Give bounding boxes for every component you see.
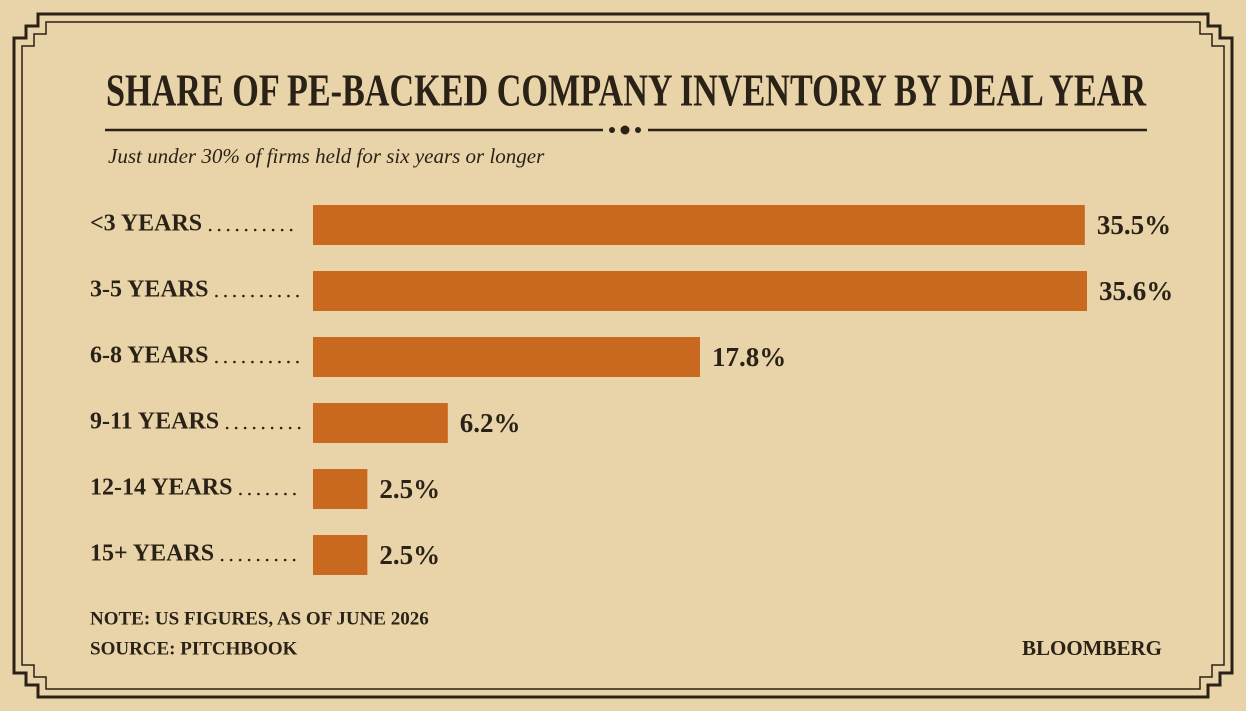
leader-dot: [266, 492, 269, 496]
category-label: 15+ YEARS: [90, 541, 214, 567]
title-rule: [105, 125, 1147, 135]
leader-dot: [215, 294, 218, 298]
value-label: 2.5%: [379, 474, 440, 504]
leader-dot: [270, 426, 274, 430]
category-label: 9-11 YEARS: [90, 409, 219, 435]
leader-dot: [229, 558, 233, 562]
leader-dot: [242, 360, 245, 364]
leader-dot: [260, 294, 263, 298]
bar: [313, 535, 368, 575]
value-label: 6.2%: [460, 408, 521, 438]
leader-dot: [242, 294, 245, 298]
leader-dot: [257, 492, 260, 496]
leader-dot: [224, 360, 227, 364]
leader-dot: [234, 426, 238, 430]
leader-dot: [289, 228, 293, 232]
credit: BLOOMBERG: [1022, 636, 1162, 660]
leader-dot: [243, 426, 247, 430]
leader-dot: [279, 426, 283, 430]
leader-dot: [287, 360, 290, 364]
leader-dot: [239, 492, 242, 496]
leader-dot: [256, 558, 260, 562]
leader-dot: [260, 360, 263, 364]
leader-dot: [283, 558, 287, 562]
leader-dot: [271, 228, 275, 232]
value-label: 2.5%: [379, 540, 440, 570]
leader-dot: [208, 228, 212, 232]
leader-dot: [220, 558, 224, 562]
leader-dot: [288, 426, 292, 430]
note: NOTE: US FIGURES, AS OF JUNE 2026: [90, 608, 429, 629]
leader-dot: [275, 492, 278, 496]
leader-dot: [215, 360, 218, 364]
leader-dot: [244, 228, 248, 232]
leader-dot: [292, 558, 296, 562]
bar: [313, 271, 1087, 311]
leader-dot: [261, 426, 265, 430]
value-label: 17.8%: [712, 342, 786, 372]
bar: [313, 337, 700, 377]
leader-dot: [233, 294, 236, 298]
leader-dot: [278, 360, 281, 364]
leader-dot: [269, 360, 272, 364]
source: SOURCE: PITCHBOOK: [90, 638, 298, 659]
leader-dot: [284, 492, 287, 496]
chart-subtitle: Just under 30% of firms held for six yea…: [108, 144, 545, 168]
chart-title: SHARE OF PE-BACKED COMPANY INVENTORY BY …: [106, 65, 1147, 116]
bar: [313, 205, 1085, 245]
frame: [12, 12, 1234, 699]
leader-dot: [251, 360, 254, 364]
leader-dot: [262, 228, 266, 232]
leader-dot: [269, 294, 272, 298]
bar: [313, 469, 368, 509]
leader-dot: [224, 294, 227, 298]
leader-dot: [226, 228, 230, 232]
leader-dot: [296, 360, 299, 364]
category-label: 6-8 YEARS: [90, 343, 208, 369]
bar: [313, 403, 448, 443]
leader-dot: [296, 294, 299, 298]
category-label: 12-14 YEARS: [90, 475, 232, 501]
leader-dot: [252, 426, 256, 430]
category-label: 3-5 YEARS: [90, 277, 208, 303]
leader-dot: [238, 558, 242, 562]
category-label: <3 YEARS: [90, 211, 202, 237]
leader-dot: [278, 294, 281, 298]
leader-dot: [225, 426, 229, 430]
leader-dot: [293, 492, 296, 496]
leader-dot: [287, 294, 290, 298]
value-label: 35.6%: [1099, 276, 1173, 306]
leader-dot: [280, 228, 284, 232]
leader-dot: [235, 228, 239, 232]
leader-dot: [248, 492, 251, 496]
leader-dot: [265, 558, 269, 562]
leader-dot: [217, 228, 221, 232]
leader-dot: [274, 558, 278, 562]
value-label: 35.5%: [1097, 210, 1171, 240]
leader-dot: [251, 294, 254, 298]
leader-dot: [233, 360, 236, 364]
leader-dot: [253, 228, 257, 232]
leader-dot: [247, 558, 251, 562]
leader-dot: [297, 426, 301, 430]
